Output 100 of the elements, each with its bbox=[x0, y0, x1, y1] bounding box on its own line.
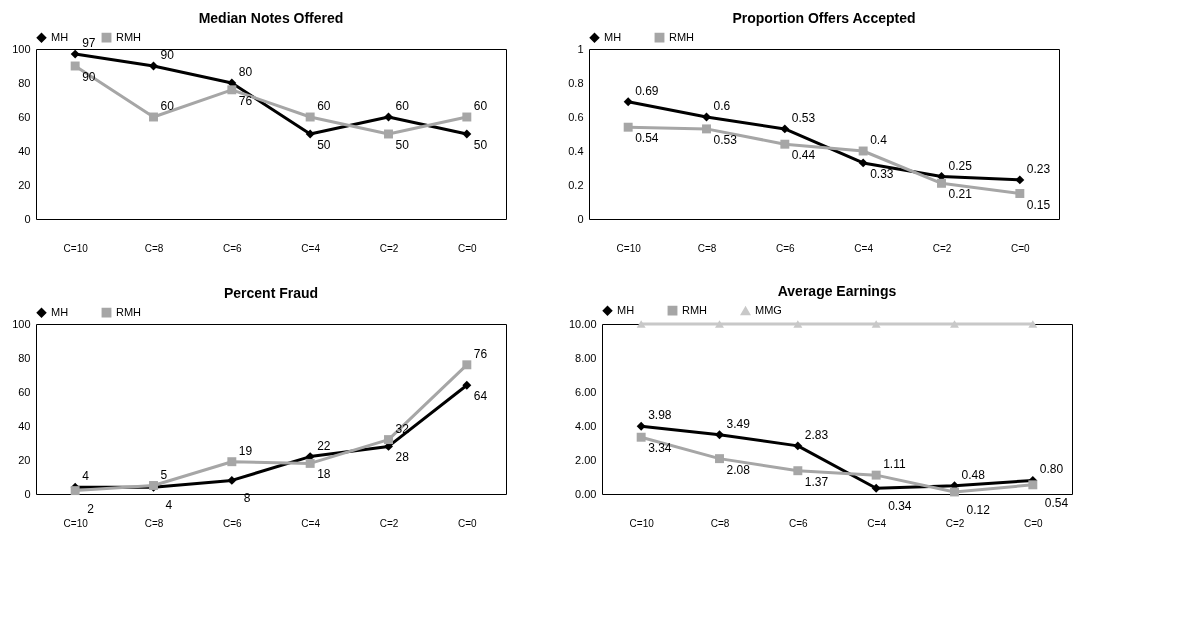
y-tick-label: 0 bbox=[577, 212, 584, 225]
point bbox=[227, 85, 237, 95]
data-label: 28 bbox=[395, 450, 410, 465]
data-label: 0.12 bbox=[966, 502, 991, 517]
x-tick-label: C=10 bbox=[616, 242, 642, 254]
data-label: 80 bbox=[238, 65, 253, 79]
x-tick-label: C=4 bbox=[854, 242, 874, 254]
legend-label: MH bbox=[617, 303, 635, 316]
point bbox=[227, 457, 237, 467]
legend-label: RMH bbox=[116, 30, 142, 43]
x-tick-label: C=4 bbox=[301, 242, 321, 254]
y-tick-label: 20 bbox=[18, 178, 31, 191]
x-tick-label: C=6 bbox=[776, 242, 796, 254]
chart-title: Proportion Offers Accepted bbox=[732, 10, 916, 26]
x-tick-label: C=2 bbox=[379, 242, 399, 254]
point bbox=[384, 129, 393, 139]
y-tick-label: 1 bbox=[577, 42, 584, 55]
data-label: 50 bbox=[317, 138, 331, 152]
data-label: 0.44 bbox=[791, 148, 816, 163]
point bbox=[70, 61, 80, 71]
point bbox=[858, 158, 868, 168]
data-label: 22 bbox=[317, 438, 331, 453]
point bbox=[70, 486, 80, 496]
data-label: 0.6 bbox=[713, 99, 731, 113]
x-tick-label: C=0 bbox=[1011, 242, 1031, 254]
x-tick-label: C=8 bbox=[144, 242, 164, 254]
point bbox=[937, 178, 946, 188]
data-label: 0.34 bbox=[888, 499, 912, 514]
y-tick-label: 100 bbox=[12, 317, 31, 330]
y-tick-label: 20 bbox=[18, 453, 31, 466]
data-label: 60 bbox=[473, 99, 488, 113]
point bbox=[950, 320, 959, 328]
data-label: 0.23 bbox=[1026, 161, 1051, 176]
data-label: 0.4 bbox=[870, 133, 888, 147]
data-label: 60 bbox=[160, 99, 175, 113]
point bbox=[305, 458, 315, 468]
data-label: 1.11 bbox=[883, 457, 906, 472]
data-label: 90 bbox=[160, 48, 175, 62]
y-tick-label: 0.4 bbox=[568, 144, 584, 157]
x-tick-label: C=0 bbox=[458, 517, 478, 529]
data-label: 19 bbox=[238, 443, 253, 458]
y-tick-label: 0.8 bbox=[568, 76, 584, 89]
point bbox=[305, 112, 315, 122]
data-label: 1.37 bbox=[804, 474, 829, 489]
data-label: 60 bbox=[317, 99, 331, 113]
legend-label: MH bbox=[51, 30, 69, 43]
y-tick-label: 0.00 bbox=[575, 487, 597, 500]
data-label: 3.34 bbox=[648, 441, 672, 456]
data-label: 0.25 bbox=[948, 158, 973, 173]
x-tick-label: C=8 bbox=[697, 242, 717, 254]
data-label: 0.53 bbox=[791, 110, 816, 125]
y-tick-label: 4.00 bbox=[575, 419, 597, 432]
legend-label: RMH bbox=[669, 30, 695, 43]
y-tick-label: 40 bbox=[18, 419, 31, 432]
y-tick-label: 0 bbox=[24, 212, 31, 225]
data-label: 90 bbox=[82, 70, 96, 84]
x-tick-label: C=0 bbox=[1024, 517, 1044, 529]
point bbox=[227, 475, 237, 485]
data-label: 0.80 bbox=[1039, 462, 1064, 477]
data-label: 18 bbox=[317, 467, 331, 482]
data-label: 3.98 bbox=[648, 408, 672, 423]
data-label: 60 bbox=[395, 99, 410, 113]
point bbox=[715, 320, 724, 328]
y-tick-label: 60 bbox=[18, 385, 31, 398]
point bbox=[950, 487, 959, 497]
point bbox=[623, 97, 633, 107]
point bbox=[462, 380, 472, 390]
data-label: 2.08 bbox=[726, 462, 751, 477]
point bbox=[858, 146, 868, 156]
data-label: 0.33 bbox=[870, 166, 894, 181]
legend-label: MMG bbox=[755, 303, 782, 316]
data-label: 97 bbox=[82, 36, 96, 51]
y-tick-label: 80 bbox=[18, 76, 31, 89]
y-tick-label: 0 bbox=[24, 487, 31, 500]
y-tick-label: 40 bbox=[18, 144, 31, 157]
point bbox=[871, 470, 881, 480]
data-label: 4 bbox=[82, 469, 90, 484]
data-label: 76 bbox=[473, 346, 488, 361]
point bbox=[384, 435, 393, 445]
point bbox=[715, 430, 724, 440]
data-label: 50 bbox=[395, 138, 410, 152]
x-tick-label: C=6 bbox=[789, 517, 809, 529]
data-label: 50 bbox=[473, 138, 488, 152]
x-tick-label: C=6 bbox=[223, 242, 243, 254]
y-tick-label: 0.6 bbox=[568, 110, 584, 123]
x-tick-label: C=10 bbox=[629, 517, 655, 529]
x-tick-label: C=2 bbox=[945, 517, 965, 529]
legend-label: MH bbox=[604, 30, 622, 43]
point bbox=[871, 320, 881, 328]
point bbox=[70, 49, 80, 59]
data-label: 0.53 bbox=[713, 132, 738, 147]
x-tick-label: C=4 bbox=[301, 517, 321, 529]
point bbox=[462, 129, 472, 139]
legend-label: RMH bbox=[116, 305, 142, 318]
data-label: 5 bbox=[160, 467, 168, 482]
legend-label: MH bbox=[51, 305, 69, 318]
point bbox=[871, 483, 881, 493]
point bbox=[636, 432, 646, 442]
data-label: 0.54 bbox=[635, 131, 659, 146]
point bbox=[636, 320, 646, 328]
